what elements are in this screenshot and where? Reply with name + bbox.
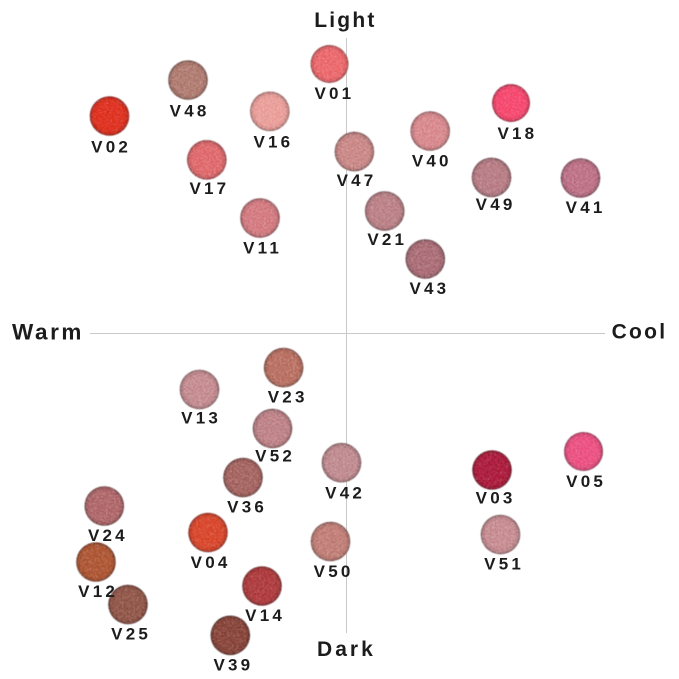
svg-text:V49: V49 bbox=[476, 195, 516, 214]
svg-text:V01: V01 bbox=[314, 84, 354, 103]
svg-text:Cool: Cool bbox=[612, 321, 668, 344]
svg-text:V40: V40 bbox=[412, 151, 452, 170]
svg-text:V18: V18 bbox=[497, 124, 537, 143]
svg-text:V03: V03 bbox=[476, 489, 516, 508]
svg-text:V48: V48 bbox=[170, 101, 210, 120]
svg-text:V02: V02 bbox=[91, 138, 131, 157]
svg-text:V13: V13 bbox=[181, 409, 221, 428]
svg-text:V51: V51 bbox=[484, 555, 524, 574]
svg-text:V42: V42 bbox=[325, 484, 365, 503]
svg-text:V16: V16 bbox=[253, 132, 293, 151]
svg-text:V14: V14 bbox=[245, 606, 285, 625]
svg-text:V25: V25 bbox=[111, 625, 151, 644]
svg-text:V04: V04 bbox=[191, 553, 231, 572]
svg-text:V43: V43 bbox=[409, 279, 449, 298]
svg-text:V39: V39 bbox=[213, 656, 253, 675]
svg-text:V12: V12 bbox=[78, 582, 118, 601]
svg-text:V24: V24 bbox=[88, 526, 128, 545]
svg-text:V21: V21 bbox=[367, 230, 407, 249]
svg-text:V47: V47 bbox=[337, 171, 377, 190]
svg-text:V36: V36 bbox=[227, 498, 267, 517]
svg-text:Dark: Dark bbox=[317, 638, 376, 661]
svg-text:Warm: Warm bbox=[12, 320, 84, 345]
svg-text:V23: V23 bbox=[268, 388, 308, 407]
svg-text:V41: V41 bbox=[566, 198, 606, 217]
svg-text:V17: V17 bbox=[189, 179, 229, 198]
svg-text:Light: Light bbox=[314, 9, 376, 32]
svg-text:V11: V11 bbox=[243, 238, 282, 257]
svg-text:V52: V52 bbox=[255, 447, 295, 466]
svg-text:V05: V05 bbox=[566, 472, 606, 491]
svg-text:V50: V50 bbox=[314, 562, 354, 581]
